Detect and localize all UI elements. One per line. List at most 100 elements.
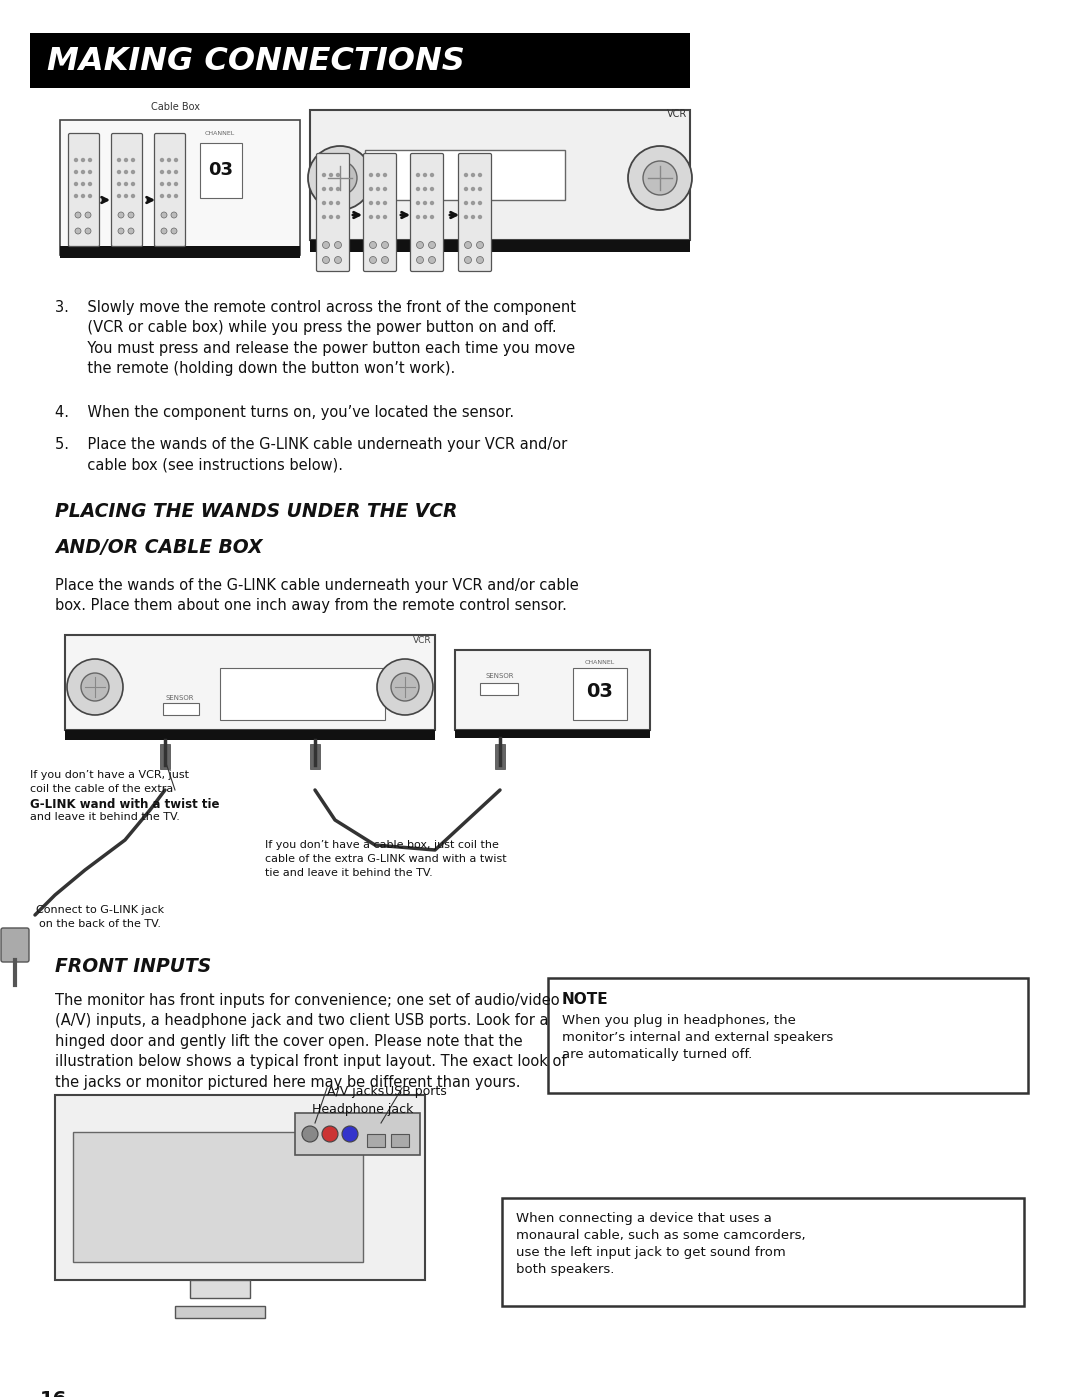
Circle shape xyxy=(87,158,92,162)
Circle shape xyxy=(369,257,377,264)
Circle shape xyxy=(131,182,135,186)
Circle shape xyxy=(87,182,92,186)
FancyBboxPatch shape xyxy=(295,1113,420,1155)
Circle shape xyxy=(81,194,85,198)
Circle shape xyxy=(477,215,482,219)
FancyBboxPatch shape xyxy=(68,134,99,246)
Circle shape xyxy=(160,194,164,198)
Circle shape xyxy=(643,161,677,196)
Circle shape xyxy=(85,212,91,218)
FancyBboxPatch shape xyxy=(220,668,384,719)
Circle shape xyxy=(73,170,78,175)
FancyBboxPatch shape xyxy=(391,1134,409,1147)
Circle shape xyxy=(382,173,388,177)
Circle shape xyxy=(161,228,167,235)
Circle shape xyxy=(368,215,374,219)
Circle shape xyxy=(131,170,135,175)
Circle shape xyxy=(471,173,475,177)
Circle shape xyxy=(429,257,435,264)
Circle shape xyxy=(429,242,435,249)
FancyBboxPatch shape xyxy=(200,142,242,198)
Text: Place the wands of the G-LINK cable underneath your VCR and/or cable: Place the wands of the G-LINK cable unde… xyxy=(55,578,579,592)
Bar xyxy=(455,731,650,738)
Circle shape xyxy=(336,201,340,205)
Circle shape xyxy=(368,201,374,205)
Text: 16: 16 xyxy=(40,1390,67,1397)
Circle shape xyxy=(376,173,380,177)
Text: The monitor has front inputs for convenience; one set of audio/video
(A/V) input: The monitor has front inputs for conveni… xyxy=(55,993,567,1090)
Circle shape xyxy=(471,215,475,219)
Circle shape xyxy=(422,215,428,219)
Text: Headphone jack: Headphone jack xyxy=(312,1104,414,1116)
Circle shape xyxy=(174,182,178,186)
Bar xyxy=(60,246,300,258)
Circle shape xyxy=(166,182,172,186)
Circle shape xyxy=(382,215,388,219)
Circle shape xyxy=(416,187,420,191)
Circle shape xyxy=(377,659,433,715)
Circle shape xyxy=(117,170,121,175)
Text: 3.    Slowly move the remote control across the front of the component
       (V: 3. Slowly move the remote control across… xyxy=(55,300,576,376)
Circle shape xyxy=(117,158,121,162)
Circle shape xyxy=(463,201,469,205)
Circle shape xyxy=(416,173,420,177)
Circle shape xyxy=(477,201,482,205)
Circle shape xyxy=(117,194,121,198)
Bar xyxy=(65,731,435,740)
Circle shape xyxy=(422,173,428,177)
Circle shape xyxy=(73,182,78,186)
FancyBboxPatch shape xyxy=(111,134,143,246)
FancyBboxPatch shape xyxy=(310,110,690,240)
Bar xyxy=(190,1280,249,1298)
Circle shape xyxy=(464,242,472,249)
Circle shape xyxy=(464,257,472,264)
Circle shape xyxy=(430,187,434,191)
FancyBboxPatch shape xyxy=(548,978,1028,1092)
FancyBboxPatch shape xyxy=(480,683,518,694)
Circle shape xyxy=(322,1126,338,1141)
Circle shape xyxy=(73,194,78,198)
Text: coil the cable of the extra: coil the cable of the extra xyxy=(30,784,173,793)
Circle shape xyxy=(124,170,129,175)
Circle shape xyxy=(75,228,81,235)
Circle shape xyxy=(335,242,341,249)
Circle shape xyxy=(369,242,377,249)
Circle shape xyxy=(422,201,428,205)
Circle shape xyxy=(81,170,85,175)
Circle shape xyxy=(174,170,178,175)
FancyBboxPatch shape xyxy=(316,154,350,271)
Circle shape xyxy=(476,242,484,249)
Bar xyxy=(160,745,170,768)
Text: G-LINK wand with a twist tie: G-LINK wand with a twist tie xyxy=(30,798,219,812)
Circle shape xyxy=(67,659,123,715)
FancyBboxPatch shape xyxy=(364,154,396,271)
Circle shape xyxy=(166,158,172,162)
Circle shape xyxy=(336,215,340,219)
Circle shape xyxy=(124,182,129,186)
Text: CHANNEL: CHANNEL xyxy=(585,659,616,665)
Text: 4.    When the component turns on, you’ve located the sensor.: 4. When the component turns on, you’ve l… xyxy=(55,405,514,420)
Circle shape xyxy=(430,215,434,219)
Circle shape xyxy=(118,212,124,218)
FancyBboxPatch shape xyxy=(455,650,650,731)
Circle shape xyxy=(477,173,482,177)
Circle shape xyxy=(308,147,372,210)
Circle shape xyxy=(302,1126,318,1141)
Text: box. Place them about one inch away from the remote control sensor.: box. Place them about one inch away from… xyxy=(55,598,567,613)
Circle shape xyxy=(81,182,85,186)
FancyBboxPatch shape xyxy=(30,34,690,88)
Text: FRONT INPUTS: FRONT INPUTS xyxy=(55,957,212,977)
Text: If you don’t have a cable box, just coil the: If you don’t have a cable box, just coil… xyxy=(265,840,499,849)
Circle shape xyxy=(376,201,380,205)
Circle shape xyxy=(416,215,420,219)
Circle shape xyxy=(368,173,374,177)
Bar xyxy=(495,745,505,768)
Circle shape xyxy=(171,228,177,235)
Circle shape xyxy=(376,215,380,219)
Circle shape xyxy=(124,194,129,198)
Circle shape xyxy=(174,158,178,162)
Circle shape xyxy=(342,1126,357,1141)
Text: 03: 03 xyxy=(208,161,233,179)
Text: Cable Box: Cable Box xyxy=(151,102,200,112)
Circle shape xyxy=(382,201,388,205)
